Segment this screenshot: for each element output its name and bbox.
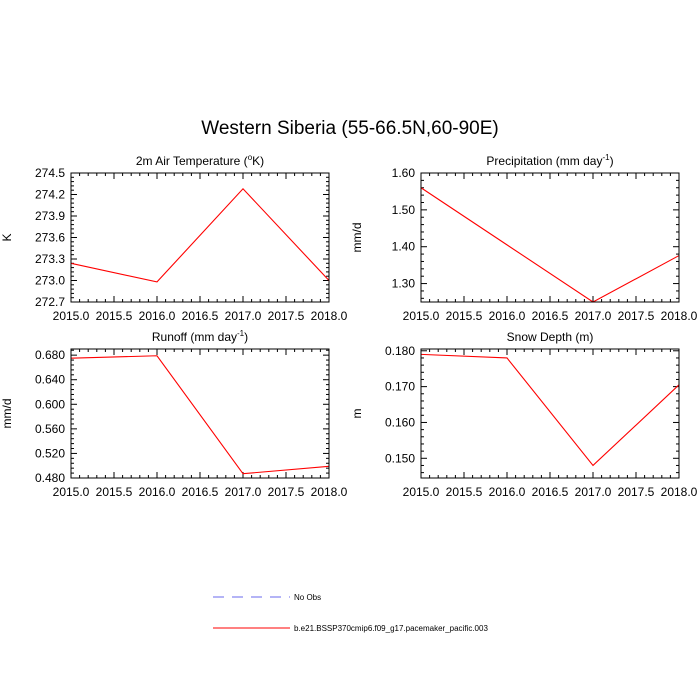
panel-title: Runoff (mm day-1) <box>152 329 248 344</box>
chart-panel-4: Snow Depth (m) m 2015.0 2015.5 2016.0 2016.5 2… <box>350 330 698 499</box>
y-tick-label: 0.180 <box>385 344 415 358</box>
x-tick-label: 2018.0 <box>311 485 348 499</box>
legend-label-1: No Obs <box>294 593 321 602</box>
x-tick-label: 2015.5 <box>96 309 133 323</box>
x-tick-label: 2018.0 <box>311 309 348 323</box>
x-tick-label: 2015.0 <box>53 485 90 499</box>
y-tick-label: 1.40 <box>392 240 416 254</box>
y-tick-label: 0.480 <box>35 471 65 485</box>
series-line <box>70 355 330 475</box>
y-tick-label: 274.2 <box>35 188 65 202</box>
legend-label-2: b.e21.BSSP370cmip6.f09_g17.pacemaker_pac… <box>294 624 488 633</box>
y-tick-label: 272.7 <box>35 295 65 309</box>
y-tick-label: 273.0 <box>35 274 65 288</box>
x-tick-label: 2017.5 <box>268 309 305 323</box>
y-tick-label: 274.5 <box>35 166 65 180</box>
plot-frame <box>70 172 330 303</box>
x-tick-label: 2017.5 <box>268 485 305 499</box>
x-tick-label: 2015.5 <box>446 485 483 499</box>
y-tick-label: 0.170 <box>385 380 415 394</box>
x-tick-label: 2016.0 <box>139 309 176 323</box>
figure-title: Western Siberia (55-66.5N,60-90E) <box>201 118 499 139</box>
series-line <box>70 187 330 283</box>
x-tick-label: 2017.0 <box>575 309 612 323</box>
x-tick-label: 2016.0 <box>489 309 526 323</box>
x-tick-label: 2017.5 <box>618 309 655 323</box>
y-tick-label: 0.640 <box>35 373 65 387</box>
x-tick-label: 2017.0 <box>225 485 262 499</box>
x-tick-label: 2017.5 <box>618 485 655 499</box>
y-tick-label: 273.6 <box>35 231 65 245</box>
panel-title: Snow Depth (m) <box>507 330 594 344</box>
x-tick-label: 2016.5 <box>532 485 569 499</box>
x-tick-label: 2016.5 <box>532 309 569 323</box>
series-line <box>420 353 680 467</box>
y-tick-label: 0.520 <box>35 446 65 460</box>
y-tick-label: 0.680 <box>35 348 65 362</box>
x-tick-label: 2015.0 <box>403 309 440 323</box>
x-tick-label: 2018.0 <box>661 485 698 499</box>
plot-frame <box>420 172 680 303</box>
x-tick-label: 2016.0 <box>139 485 176 499</box>
y-tick-label: 273.9 <box>35 209 65 223</box>
plot-frame <box>420 348 680 479</box>
y-tick-label: 0.150 <box>385 451 415 465</box>
x-tick-label: 2016.5 <box>182 485 219 499</box>
plot-frame <box>70 348 330 479</box>
y-axis-label: mm/d <box>0 399 14 429</box>
x-tick-label: 2015.0 <box>403 485 440 499</box>
y-tick-label: 0.160 <box>385 415 415 429</box>
y-axis-label: K <box>0 233 14 241</box>
chart-panel-2: Precipitation (mm day-1) mm/d 2015.0 2015.5… <box>350 153 698 323</box>
x-tick-label: 2015.5 <box>446 309 483 323</box>
legend: No Obs b.e21.BSSP370cmip6.f09_g17.pacemak… <box>213 593 488 633</box>
y-tick-label: 1.50 <box>392 203 416 217</box>
y-tick-label: 1.30 <box>392 277 416 291</box>
series-line <box>420 187 680 303</box>
y-tick-label: 1.60 <box>392 166 416 180</box>
panel-title: Precipitation (mm day-1) <box>486 153 613 168</box>
chart-panel-3: Runoff (mm day-1) mm/d 2015.0 2015.5 2016.0 2… <box>0 329 348 499</box>
y-tick-label: 0.600 <box>35 397 65 411</box>
y-tick-label: 0.560 <box>35 422 65 436</box>
x-tick-label: 2016.0 <box>489 485 526 499</box>
x-tick-label: 2015.5 <box>96 485 133 499</box>
chart-panel-1: 2m Air Temperature (oK) K 2015.0 2015.5 2016… <box>0 153 348 323</box>
x-tick-label: 2016.5 <box>182 309 219 323</box>
y-tick-label: 273.3 <box>35 252 65 266</box>
x-tick-label: 2015.0 <box>53 309 90 323</box>
x-tick-label: 2018.0 <box>661 309 698 323</box>
x-tick-label: 2017.0 <box>225 309 262 323</box>
y-axis-label: m <box>350 409 364 419</box>
panel-title: 2m Air Temperature (oK) <box>136 153 264 168</box>
x-tick-label: 2017.0 <box>575 485 612 499</box>
y-axis-label: mm/d <box>350 223 364 253</box>
